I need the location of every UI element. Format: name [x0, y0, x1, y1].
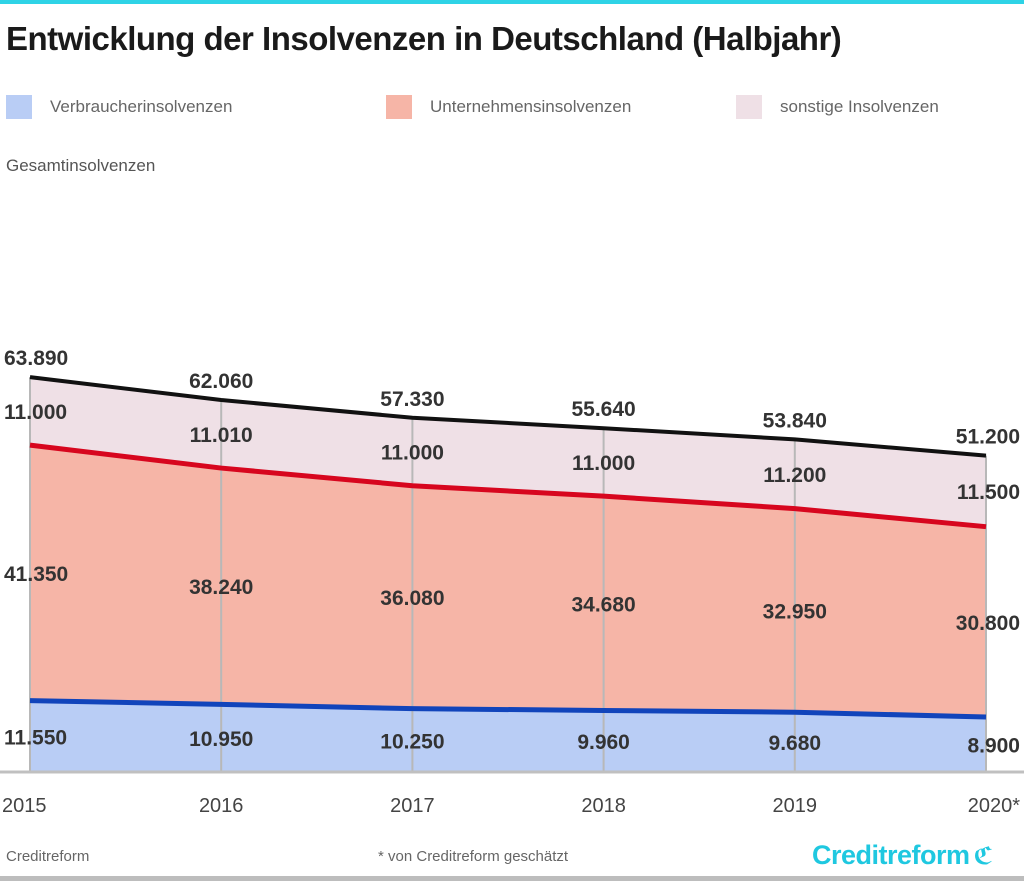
bottom-rule: [0, 876, 1024, 881]
x-tick-label: 2015: [2, 795, 47, 817]
legend-item-verbraucher: Verbraucherinsolvenzen: [6, 92, 232, 122]
y-axis-label: Gesamtinsolvenzen: [6, 156, 156, 175]
legend-swatch-verbraucher: [6, 95, 32, 119]
data-label-unternehmen: 32.950: [763, 600, 827, 623]
x-tick-label: 2016: [199, 795, 244, 817]
series-line-1: [29, 698, 987, 720]
data-label-verbraucher: 9.680: [769, 732, 822, 755]
data-label-unternehmen: 30.800: [956, 612, 1020, 635]
series-line-2: [29, 442, 987, 530]
data-label-sonstige: 11.000: [572, 452, 635, 475]
legend-swatch-sonstige: [736, 95, 762, 119]
data-label-unternehmen: 36.080: [380, 587, 444, 610]
series-line-3: [29, 375, 987, 458]
data-label-total: 55.640: [571, 398, 635, 421]
data-label-total: 53.840: [763, 409, 827, 432]
data-label-total: 62.060: [189, 370, 253, 393]
data-label-verbraucher: 10.950: [189, 728, 253, 751]
legend-item-sonstige: sonstige Insolvenzen: [736, 92, 939, 122]
area-2: [30, 445, 986, 718]
area-3: [30, 377, 986, 527]
data-label-total: 57.330: [380, 388, 444, 411]
brand-icon: ℭ: [973, 843, 994, 870]
data-label-total: 63.890: [4, 347, 68, 370]
data-label-total: 51.200: [956, 426, 1020, 449]
data-label-sonstige: 11.000: [4, 401, 67, 424]
data-label-unternehmen: 38.240: [189, 576, 253, 599]
data-label-sonstige: 11.000: [381, 442, 444, 465]
legend: Verbraucherinsolvenzen Unternehmensinsol…: [6, 92, 1016, 122]
legend-label-unternehmen: Unternehmensinsolvenzen: [430, 97, 632, 116]
brand-text: Creditreform: [812, 840, 970, 870]
legend-swatch-unternehmen: [386, 95, 412, 119]
footer-note: * von Creditreform geschätzt: [378, 848, 569, 865]
x-tick-label: 2019: [773, 795, 818, 817]
chart-title: Entwicklung der Insolvenzen in Deutschla…: [6, 20, 842, 57]
data-label-verbraucher: 8.900: [967, 735, 1020, 758]
data-label-sonstige: 11.500: [957, 481, 1020, 504]
top-accent-bar: [0, 0, 1024, 4]
legend-label-verbraucher: Verbraucherinsolvenzen: [50, 97, 233, 116]
data-label-verbraucher: 11.550: [4, 726, 67, 749]
brand-logo: Creditreform ℭ: [812, 840, 993, 871]
area-1: [30, 700, 986, 772]
x-tick-label: 2020*: [968, 795, 1020, 817]
data-label-sonstige: 11.010: [190, 424, 253, 447]
data-label-verbraucher: 10.250: [380, 730, 444, 753]
data-label-unternehmen: 34.680: [571, 593, 635, 616]
data-label-verbraucher: 9.960: [577, 731, 630, 754]
x-tick-label: 2017: [390, 795, 435, 817]
data-label-sonstige: 11.200: [763, 464, 826, 487]
x-tick-label: 2018: [581, 795, 626, 817]
legend-label-sonstige: sonstige Insolvenzen: [780, 97, 939, 116]
data-label-unternehmen: 41.350: [4, 563, 68, 586]
area-chart: 11.550 41.350 11.000 63.890 10.950 38.240 11.0…: [0, 347, 1024, 817]
legend-item-unternehmen: Unternehmensinsolvenzen: [386, 92, 631, 122]
footer-source: Creditreform: [6, 848, 90, 865]
